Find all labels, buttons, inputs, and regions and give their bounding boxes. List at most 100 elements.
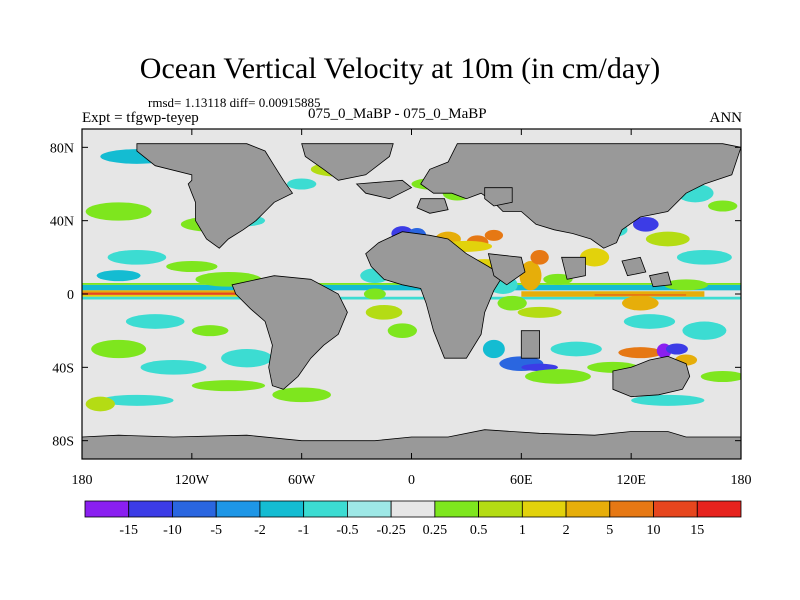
colorbar-box: [172, 500, 217, 518]
land-mass: [487, 253, 526, 286]
x-tick-label: 60W: [288, 473, 316, 488]
field-patch: [708, 200, 738, 212]
colorbar-label: 10: [647, 523, 661, 538]
land-mass: [484, 187, 513, 207]
land-mass: [301, 143, 394, 181]
field-patch: [85, 202, 152, 221]
field-patch: [125, 314, 185, 329]
y-tick-label: 80N: [50, 141, 74, 156]
field-patch: [676, 250, 732, 265]
field-patch: [365, 305, 403, 320]
field-patch: [579, 248, 610, 267]
field-patch: [166, 261, 218, 272]
field-patch: [664, 279, 709, 291]
colorbar-box: [84, 500, 130, 518]
colorbar-box: [215, 500, 261, 518]
land-mass: [136, 143, 294, 249]
field-patch: [622, 295, 659, 311]
field-patch: [484, 229, 504, 241]
field-patch: [100, 394, 174, 406]
colorbar-label: -15: [119, 523, 138, 538]
x-tick-label: 180: [731, 473, 752, 488]
colorbar-box: [478, 500, 523, 518]
colorbar-box: [434, 500, 480, 518]
field-patch: [631, 394, 705, 406]
x-tick-label: 120W: [175, 473, 210, 488]
field-patch: [191, 380, 266, 392]
land-mass: [621, 256, 647, 277]
colorbar-box: [128, 500, 173, 518]
x-tick-label: 60E: [510, 473, 533, 488]
colorbar-label: 15: [690, 523, 704, 538]
colorbar-label: 5: [606, 523, 613, 538]
field-patch: [82, 294, 339, 297]
colorbar-label: -0.25: [377, 523, 406, 538]
colorbar-box: [696, 500, 742, 518]
field-patch: [497, 295, 527, 311]
field-patch: [682, 321, 727, 340]
land-mass: [520, 330, 540, 359]
land-mass: [612, 355, 691, 398]
field-patch: [363, 288, 386, 300]
field-patch: [594, 294, 687, 296]
colorbar-label: -0.5: [336, 523, 358, 538]
x-tick-label: 120E: [616, 473, 646, 488]
field-patch: [82, 296, 741, 300]
field-patch: [530, 250, 549, 265]
y-tick-label: 40S: [52, 361, 74, 376]
field-patch: [645, 231, 690, 247]
colorbar-box: [609, 500, 654, 518]
colorbar-box: [303, 500, 348, 518]
field-patch: [287, 178, 317, 190]
colorbar-box: [346, 500, 392, 518]
colorbar-label: -5: [210, 523, 222, 538]
field-patch: [272, 387, 331, 403]
field-patch: [221, 349, 273, 368]
colorbar-label: -10: [163, 523, 182, 538]
colorbar-box: [565, 500, 611, 518]
colorbar-box: [521, 500, 567, 518]
field-patch: [665, 343, 688, 355]
field-patch: [550, 341, 602, 357]
field-patch: [82, 284, 741, 291]
field-patch: [543, 273, 573, 285]
field-patch: [521, 363, 558, 372]
field-patch: [107, 250, 167, 265]
land-mass: [561, 256, 586, 280]
land-mass: [231, 275, 348, 390]
colorbar: -15 -10 -5 -2 -1 -0.5 -0.25 0.25 0.5 1 2 5 10 15: [84, 500, 742, 538]
colorbar-box: [390, 500, 436, 518]
field-patch: [140, 360, 207, 375]
colorbar-label: -1: [298, 523, 310, 538]
field-patch: [82, 292, 320, 295]
field-patch: [623, 314, 676, 329]
field-patch: [85, 396, 115, 412]
colorbar-label: 0.25: [423, 523, 448, 538]
land-mass: [365, 231, 504, 359]
field-patch: [82, 290, 320, 293]
field-patch: [387, 323, 417, 338]
chart-title: Ocean Vertical Velocity at 10m (in cm/da…: [139, 52, 661, 85]
colorbar-box: [653, 500, 698, 518]
field-patch: [700, 371, 741, 382]
colorbar-label: 1: [519, 523, 526, 538]
field-patch: [618, 347, 663, 359]
field-patch: [632, 217, 659, 232]
field-patch: [519, 261, 542, 291]
y-tick-label: 80S: [52, 435, 74, 450]
colorbar-label: 2: [563, 523, 570, 538]
stats-label: rmsd= 1.13118 diff= 0.00915885: [148, 95, 321, 110]
land-mass: [82, 429, 741, 459]
x-tick-label: 180: [72, 473, 93, 488]
land-mass: [355, 179, 413, 200]
y-tick-label: 40N: [50, 215, 74, 230]
season-label: ANN: [709, 110, 743, 126]
cases-label: 075_0_MaBP - 075_0_MaBP: [308, 106, 487, 122]
x-tick-label: 0: [408, 473, 415, 488]
land-mass: [420, 143, 741, 249]
land-mass: [648, 271, 672, 288]
experiment-label: Expt = tfgwp-teyep: [82, 110, 199, 126]
field-patch: [482, 339, 505, 359]
field-patch: [524, 369, 591, 384]
